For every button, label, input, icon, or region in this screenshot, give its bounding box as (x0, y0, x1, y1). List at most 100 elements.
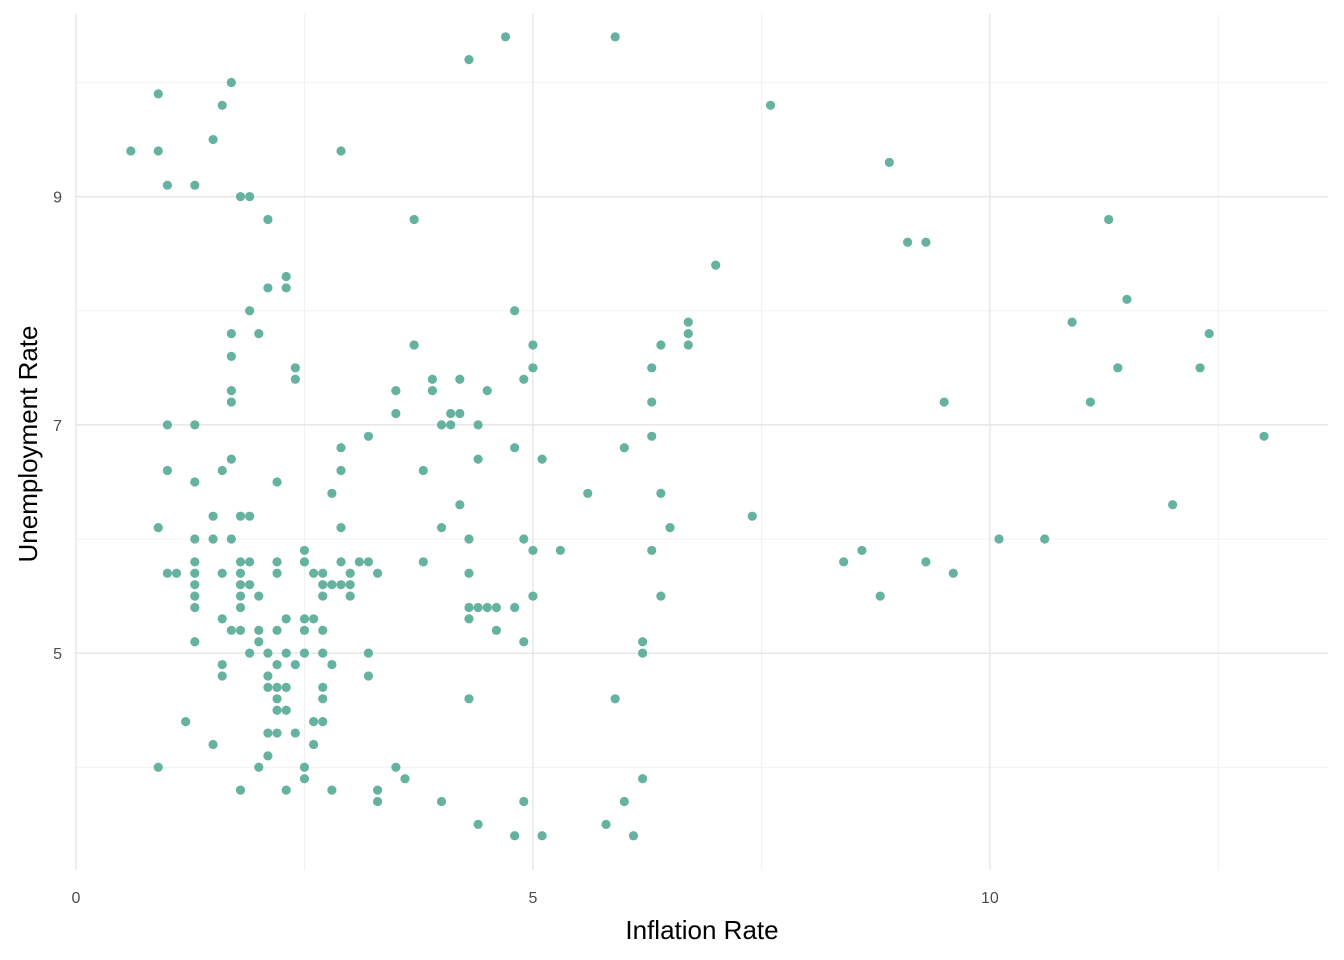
data-point (519, 796, 529, 807)
data-point (747, 511, 757, 521)
data-point (235, 785, 246, 795)
data-point (363, 648, 374, 658)
data-point (162, 180, 172, 190)
data-point (272, 728, 282, 738)
data-point (281, 682, 291, 692)
data-point (610, 32, 620, 42)
data-point (628, 831, 639, 841)
data-point (181, 717, 191, 727)
data-point (299, 762, 310, 772)
data-point (1040, 534, 1050, 544)
data-point (153, 89, 163, 99)
data-point (217, 614, 227, 624)
data-point (583, 488, 593, 498)
data-point (190, 591, 200, 601)
data-point (884, 157, 894, 167)
data-point (327, 785, 337, 795)
data-points (126, 32, 1269, 841)
data-point (263, 728, 273, 738)
data-point (345, 580, 355, 590)
data-point (272, 477, 282, 487)
data-point (354, 557, 364, 567)
data-point (427, 386, 438, 396)
data-point (190, 637, 200, 647)
data-point (309, 568, 319, 578)
data-point (190, 180, 200, 190)
data-point (263, 283, 273, 293)
data-point (299, 625, 310, 635)
x-tick-label: 10 (981, 890, 999, 907)
data-point (254, 328, 264, 339)
data-point (254, 591, 264, 601)
data-point (263, 214, 273, 225)
data-point (318, 580, 328, 590)
data-point (610, 694, 620, 704)
data-point (153, 762, 163, 772)
data-point (519, 374, 529, 384)
data-point (263, 682, 273, 692)
data-point (263, 671, 273, 681)
data-point (153, 523, 163, 533)
data-point (226, 534, 236, 544)
data-point (491, 602, 501, 613)
data-point (510, 306, 520, 316)
data-point (318, 568, 328, 578)
data-point (190, 568, 200, 578)
data-point (235, 580, 246, 590)
data-point (409, 214, 419, 225)
data-point (235, 602, 246, 613)
data-point (921, 237, 931, 247)
data-point (948, 568, 958, 578)
data-point (473, 420, 483, 430)
data-point (1259, 431, 1269, 441)
data-point (528, 545, 538, 556)
data-point (656, 591, 666, 601)
data-point (235, 192, 246, 202)
data-point (436, 796, 447, 807)
data-point (299, 614, 310, 624)
data-point (336, 523, 346, 533)
data-point (446, 420, 456, 430)
x-axis-ticks: 0 5 10 (72, 890, 999, 907)
data-point (363, 671, 374, 681)
y-tick-label: 9 (53, 190, 62, 207)
data-point (464, 534, 474, 544)
data-point (272, 682, 282, 692)
data-point (309, 614, 319, 624)
data-point (464, 614, 474, 624)
data-point (245, 648, 255, 658)
data-point (857, 545, 867, 556)
data-point (245, 192, 255, 202)
data-point (263, 648, 273, 658)
data-point (318, 625, 328, 635)
data-point (464, 55, 474, 65)
data-point (162, 420, 172, 430)
data-point (1195, 363, 1205, 373)
data-point (391, 408, 401, 419)
data-point (427, 374, 438, 384)
data-point (318, 591, 328, 601)
data-point (281, 785, 291, 795)
data-point (372, 785, 383, 795)
data-point (309, 717, 319, 727)
data-point (418, 465, 428, 476)
data-point (336, 146, 346, 156)
data-point (126, 146, 136, 156)
data-point (473, 819, 483, 829)
data-point (299, 545, 310, 556)
data-point (372, 568, 383, 578)
data-point (510, 443, 520, 453)
data-point (903, 237, 913, 247)
data-point (528, 340, 538, 350)
data-point (363, 557, 374, 567)
data-point (190, 477, 200, 487)
data-point (455, 374, 465, 384)
data-point (637, 637, 648, 647)
data-point (665, 523, 675, 533)
data-point (683, 317, 693, 327)
data-point (299, 648, 310, 658)
data-point (272, 568, 282, 578)
data-point (272, 625, 282, 635)
data-point (537, 454, 547, 464)
data-point (647, 545, 657, 556)
